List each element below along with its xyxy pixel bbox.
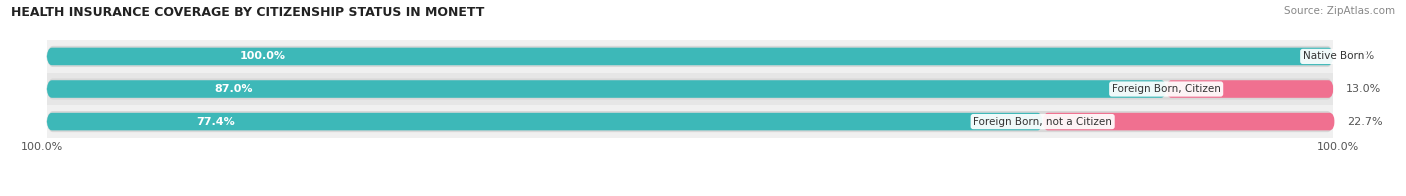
Text: 100.0%: 100.0%	[21, 142, 63, 152]
FancyBboxPatch shape	[46, 46, 1334, 67]
Text: 0.0%: 0.0%	[1347, 51, 1375, 62]
Bar	[46, 105, 1333, 138]
Text: 87.0%: 87.0%	[215, 84, 253, 94]
FancyBboxPatch shape	[46, 113, 1043, 130]
FancyBboxPatch shape	[46, 111, 1334, 132]
FancyBboxPatch shape	[46, 48, 1333, 65]
Text: 77.4%: 77.4%	[197, 117, 235, 127]
Text: 13.0%: 13.0%	[1347, 84, 1382, 94]
Text: 100.0%: 100.0%	[1317, 142, 1360, 152]
Text: 100.0%: 100.0%	[240, 51, 285, 62]
Bar	[46, 73, 1333, 105]
Text: HEALTH INSURANCE COVERAGE BY CITIZENSHIP STATUS IN MONETT: HEALTH INSURANCE COVERAGE BY CITIZENSHIP…	[11, 6, 485, 19]
Text: Source: ZipAtlas.com: Source: ZipAtlas.com	[1284, 6, 1395, 16]
FancyBboxPatch shape	[1042, 113, 1334, 130]
Text: Foreign Born, not a Citizen: Foreign Born, not a Citizen	[973, 117, 1112, 127]
Text: Foreign Born, Citizen: Foreign Born, Citizen	[1112, 84, 1220, 94]
Bar	[46, 40, 1333, 73]
FancyBboxPatch shape	[1166, 80, 1333, 98]
FancyBboxPatch shape	[46, 80, 1167, 98]
Text: 22.7%: 22.7%	[1347, 117, 1384, 127]
FancyBboxPatch shape	[46, 78, 1334, 100]
Text: Native Born: Native Born	[1303, 51, 1364, 62]
